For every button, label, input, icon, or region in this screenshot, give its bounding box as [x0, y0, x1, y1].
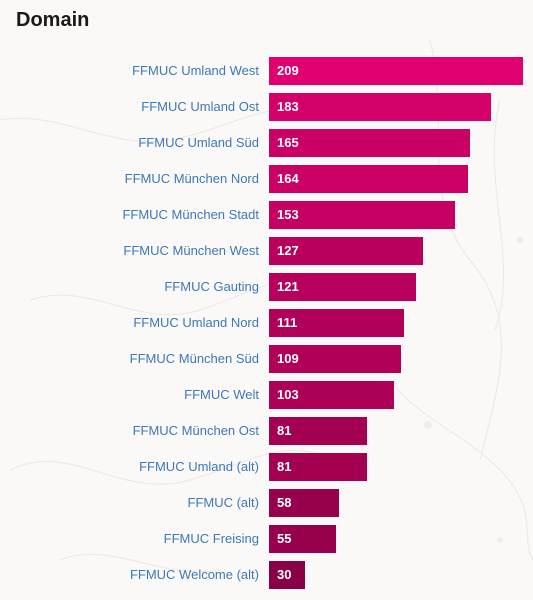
bar-value-label: 164: [277, 171, 299, 186]
domain-bar: 55: [269, 525, 336, 553]
domain-bar: 153: [269, 201, 455, 229]
domain-label[interactable]: FFMUC Umland Ost: [141, 99, 259, 114]
domain-row[interactable]: FFMUC München Ost 81: [0, 417, 533, 445]
domain-row[interactable]: FFMUC Umland Ost 183: [0, 93, 533, 121]
bar-value-label: 111: [277, 315, 298, 330]
domain-label[interactable]: FFMUC München Nord: [124, 171, 259, 186]
domain-bar: 81: [269, 417, 367, 445]
domain-row[interactable]: FFMUC Umland Nord 111: [0, 309, 533, 337]
bar-value-label: 153: [277, 207, 299, 222]
domain-bar: 81: [269, 453, 367, 481]
domain-label[interactable]: FFMUC Umland Nord: [133, 315, 259, 330]
bar-value-label: 209: [277, 63, 299, 78]
domain-row[interactable]: FFMUC Welt 103: [0, 381, 533, 409]
domain-label[interactable]: FFMUC Umland (alt): [139, 459, 259, 474]
domain-bar: 58: [269, 489, 339, 517]
domain-bar: 109: [269, 345, 401, 373]
domain-bar: 164: [269, 165, 468, 193]
bar-value-label: 121: [277, 279, 299, 294]
domain-label[interactable]: FFMUC Umland Süd: [138, 135, 259, 150]
domain-bar: 111: [269, 309, 404, 337]
bar-value-label: 81: [277, 423, 292, 438]
domain-label[interactable]: FFMUC Gauting: [164, 279, 259, 294]
bar-value-label: 183: [277, 99, 299, 114]
domain-label[interactable]: FFMUC München Süd: [129, 351, 259, 366]
domain-bar: 183: [269, 93, 491, 121]
domain-row[interactable]: FFMUC Umland West 209: [0, 57, 533, 85]
domain-label[interactable]: FFMUC München Ost: [132, 423, 259, 438]
bar-value-label: 58: [277, 495, 292, 510]
domain-label[interactable]: FFMUC Welt: [184, 387, 259, 402]
bar-value-label: 81: [277, 459, 292, 474]
domain-bar: 121: [269, 273, 416, 301]
domain-row[interactable]: FFMUC Umland Süd 165: [0, 129, 533, 157]
domain-label[interactable]: FFMUC München Stadt: [122, 207, 259, 222]
domain-row[interactable]: FFMUC München Nord 164: [0, 165, 533, 193]
domain-row[interactable]: FFMUC Welcome (alt) 30: [0, 561, 533, 589]
domain-row[interactable]: FFMUC Umland (alt) 81: [0, 453, 533, 481]
domain-bar: 103: [269, 381, 394, 409]
domain-label[interactable]: FFMUC Welcome (alt): [129, 567, 259, 582]
domain-row[interactable]: FFMUC (alt) 58: [0, 489, 533, 517]
domain-row[interactable]: FFMUC München Süd 109: [0, 345, 533, 373]
domain-row[interactable]: FFMUC München Stadt 153: [0, 201, 533, 229]
domain-label[interactable]: FFMUC Umland West: [132, 63, 259, 78]
domain-bar: 30: [269, 561, 305, 589]
domain-row[interactable]: FFMUC München West 127: [0, 237, 533, 265]
bar-value-label: 127: [277, 243, 299, 258]
bar-value-label: 30: [277, 567, 292, 582]
domain-label[interactable]: FFMUC München West: [123, 243, 259, 258]
bar-value-label: 165: [277, 135, 299, 150]
domain-row[interactable]: FFMUC Gauting 121: [0, 273, 533, 301]
domain-row[interactable]: FFMUC Freising 55: [0, 525, 533, 553]
bar-value-label: 109: [277, 351, 299, 366]
domain-bar: 209: [269, 57, 523, 85]
domain-bar: 165: [269, 129, 470, 157]
domain-label[interactable]: FFMUC Freising: [163, 531, 259, 546]
bar-value-label: 55: [277, 531, 292, 546]
panel-title: Domain: [16, 9, 90, 31]
domain-bar: 127: [269, 237, 423, 265]
bar-value-label: 103: [277, 387, 299, 402]
domain-label[interactable]: FFMUC (alt): [187, 495, 260, 510]
